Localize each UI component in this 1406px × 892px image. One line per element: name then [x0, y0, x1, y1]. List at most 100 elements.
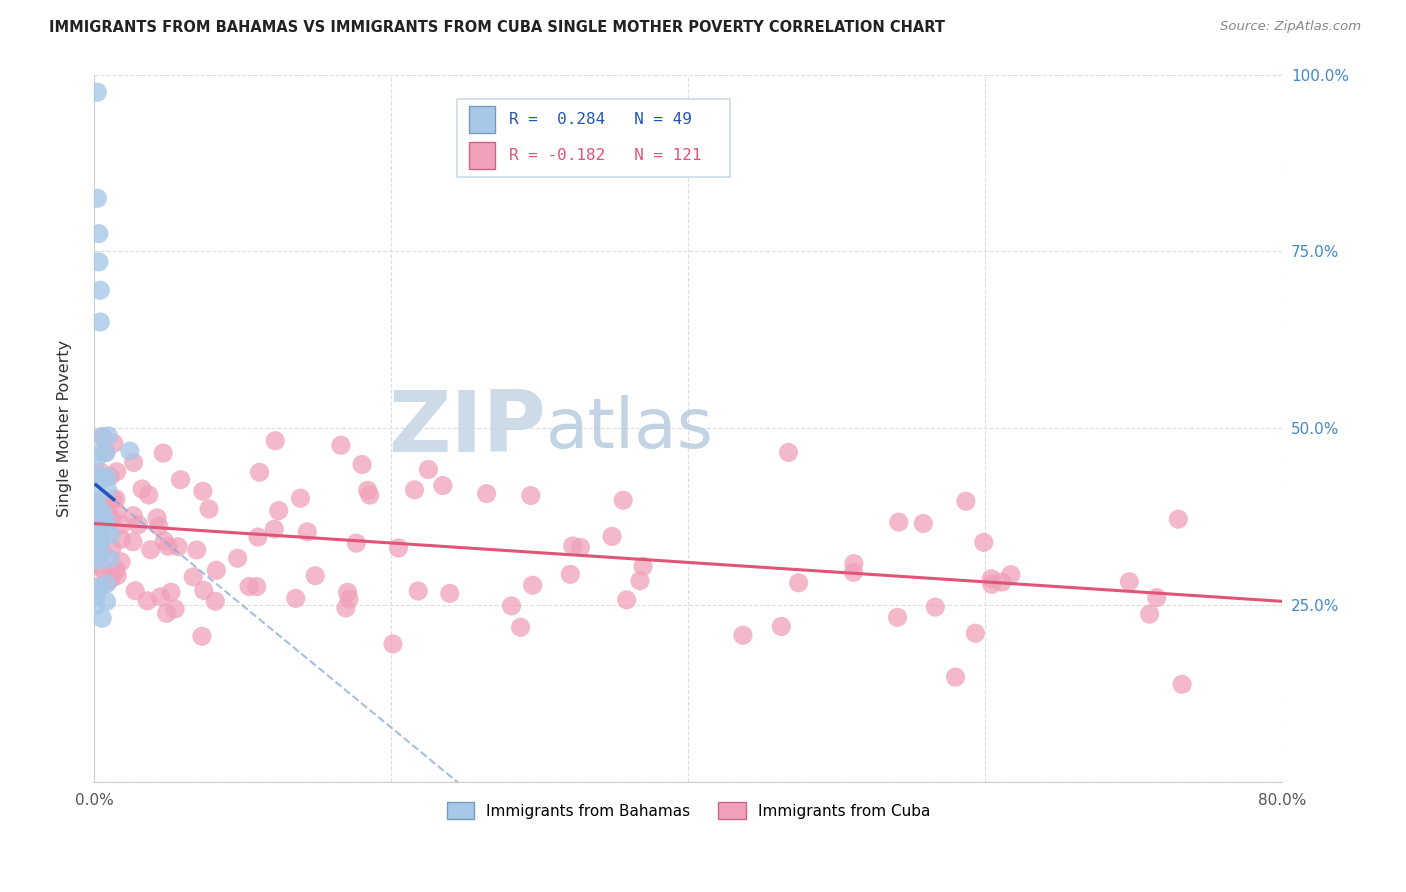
- Immigrants from Cuba: [628, 574, 651, 588]
- Immigrants from Bahamas: [96, 577, 118, 591]
- Immigrants from Cuba: [98, 509, 121, 524]
- Immigrants from Cuba: [439, 586, 461, 600]
- Immigrants from Bahamas: [84, 590, 107, 604]
- Immigrants from Cuba: [191, 484, 214, 499]
- Immigrants from Cuba: [297, 524, 319, 539]
- Immigrants from Bahamas: [86, 522, 108, 536]
- Immigrants from Cuba: [169, 473, 191, 487]
- Immigrants from Bahamas: [86, 533, 108, 548]
- Immigrants from Cuba: [1000, 567, 1022, 582]
- Immigrants from Cuba: [406, 584, 429, 599]
- Immigrants from Cuba: [160, 585, 183, 599]
- Legend: Immigrants from Bahamas, Immigrants from Cuba: Immigrants from Bahamas, Immigrants from…: [440, 796, 936, 825]
- Text: atlas: atlas: [546, 394, 714, 461]
- Immigrants from Cuba: [226, 551, 249, 566]
- Immigrants from Bahamas: [84, 599, 107, 613]
- Immigrants from Bahamas: [86, 191, 108, 205]
- Immigrants from Cuba: [965, 626, 987, 640]
- FancyBboxPatch shape: [457, 99, 730, 177]
- Immigrants from Cuba: [284, 591, 307, 606]
- Immigrants from Cuba: [561, 539, 583, 553]
- Immigrants from Bahamas: [84, 452, 107, 467]
- Immigrants from Cuba: [842, 557, 865, 571]
- Immigrants from Cuba: [263, 522, 285, 536]
- Immigrants from Bahamas: [89, 549, 111, 564]
- Immigrants from Cuba: [475, 486, 498, 500]
- Immigrants from Bahamas: [87, 227, 110, 241]
- Immigrants from Cuba: [181, 570, 204, 584]
- Immigrants from Cuba: [101, 492, 124, 507]
- Immigrants from Cuba: [522, 578, 544, 592]
- Immigrants from Bahamas: [96, 515, 118, 529]
- Immigrants from Cuba: [509, 620, 531, 634]
- Text: Source: ZipAtlas.com: Source: ZipAtlas.com: [1220, 20, 1361, 33]
- Immigrants from Bahamas: [89, 534, 111, 549]
- Immigrants from Bahamas: [87, 508, 110, 523]
- Immigrants from Cuba: [501, 599, 523, 613]
- Immigrants from Cuba: [86, 558, 108, 573]
- Immigrants from Cuba: [122, 508, 145, 523]
- Immigrants from Bahamas: [96, 594, 118, 608]
- Immigrants from Bahamas: [96, 470, 118, 484]
- Immigrants from Bahamas: [87, 504, 110, 518]
- Immigrants from Bahamas: [118, 444, 141, 458]
- Immigrants from Cuba: [198, 502, 221, 516]
- Text: R = -0.182   N = 121: R = -0.182 N = 121: [509, 148, 702, 162]
- Immigrants from Cuba: [381, 637, 404, 651]
- Immigrants from Cuba: [335, 601, 357, 615]
- Immigrants from Bahamas: [94, 522, 117, 536]
- Immigrants from Cuba: [387, 541, 409, 555]
- Immigrants from Cuba: [122, 455, 145, 469]
- Immigrants from Cuba: [731, 628, 754, 642]
- Immigrants from Cuba: [945, 670, 967, 684]
- Immigrants from Cuba: [93, 430, 115, 444]
- Immigrants from Cuba: [122, 534, 145, 549]
- Immigrants from Bahamas: [86, 517, 108, 532]
- Immigrants from Cuba: [344, 536, 367, 550]
- Immigrants from Bahamas: [98, 552, 121, 566]
- Immigrants from Bahamas: [91, 515, 114, 529]
- Immigrants from Cuba: [91, 563, 114, 577]
- Immigrants from Cuba: [91, 513, 114, 527]
- Immigrants from Bahamas: [90, 429, 112, 443]
- Text: R =  0.284   N = 49: R = 0.284 N = 49: [509, 112, 692, 128]
- Immigrants from Cuba: [418, 462, 440, 476]
- Immigrants from Cuba: [886, 610, 908, 624]
- Immigrants from Cuba: [787, 575, 810, 590]
- Immigrants from Cuba: [404, 483, 426, 497]
- Immigrants from Bahamas: [87, 582, 110, 596]
- Immigrants from Bahamas: [86, 522, 108, 536]
- Immigrants from Cuba: [991, 575, 1014, 590]
- Immigrants from Bahamas: [87, 255, 110, 269]
- Immigrants from Cuba: [205, 563, 228, 577]
- Immigrants from Bahamas: [86, 521, 108, 535]
- Immigrants from Bahamas: [91, 611, 114, 625]
- Immigrants from Cuba: [104, 565, 127, 579]
- Immigrants from Cuba: [152, 446, 174, 460]
- Immigrants from Cuba: [973, 535, 995, 549]
- Immigrants from Cuba: [110, 533, 132, 547]
- Immigrants from Bahamas: [90, 533, 112, 548]
- Immigrants from Bahamas: [97, 429, 120, 443]
- Immigrants from Cuba: [98, 469, 121, 483]
- Immigrants from Cuba: [356, 483, 378, 498]
- Immigrants from Cuba: [352, 458, 374, 472]
- Immigrants from Bahamas: [87, 553, 110, 567]
- Immigrants from Cuba: [165, 602, 187, 616]
- Immigrants from Cuba: [337, 592, 360, 607]
- Immigrants from Bahamas: [89, 580, 111, 594]
- Immigrants from Cuba: [89, 579, 111, 593]
- Immigrants from Cuba: [149, 590, 172, 604]
- Immigrants from Cuba: [84, 547, 107, 561]
- Immigrants from Cuba: [887, 515, 910, 529]
- Immigrants from Cuba: [101, 541, 124, 556]
- Immigrants from Cuba: [842, 566, 865, 580]
- Immigrants from Cuba: [520, 489, 543, 503]
- Immigrants from Cuba: [1171, 677, 1194, 691]
- Immigrants from Cuba: [238, 580, 260, 594]
- Immigrants from Bahamas: [89, 315, 111, 329]
- Immigrants from Bahamas: [87, 548, 110, 562]
- Immigrants from Cuba: [980, 572, 1002, 586]
- Immigrants from Bahamas: [86, 85, 108, 99]
- Immigrants from Cuba: [157, 539, 180, 553]
